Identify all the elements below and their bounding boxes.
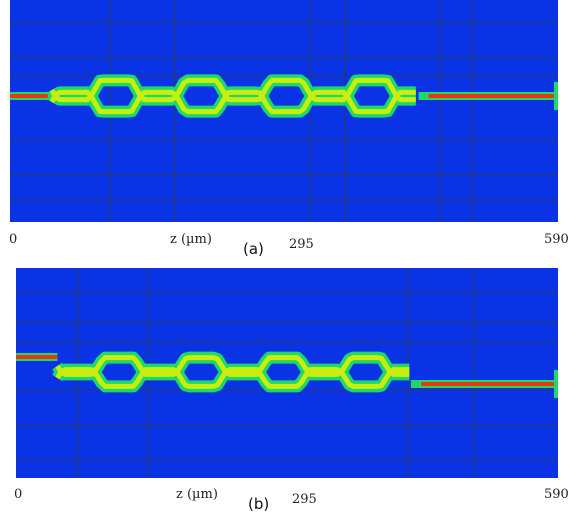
panel-b-output-facet	[554, 370, 558, 398]
panel-b-axis-label: z (µm)	[176, 487, 218, 502]
panel-a-mode-band-upper-core	[49, 77, 416, 103]
panel-b-output-beam-core	[421, 382, 554, 386]
panel-a-axis-label: z (µm)	[170, 232, 212, 247]
panel-a-input-beam-core	[10, 94, 52, 98]
panel-a-mode-band-lower-core	[49, 89, 416, 115]
panel-a-tick-0: 0	[9, 232, 18, 247]
panel-a-output-facet	[554, 82, 558, 110]
panel-b-label: (b)	[248, 495, 270, 513]
panel-b-mode-band-upper-core	[55, 355, 410, 377]
panel-b-input-beam-core	[16, 355, 58, 359]
panel-a-plot	[10, 0, 558, 222]
panel-a-label: (a)	[243, 240, 264, 258]
panel-b-tick-590: 590	[544, 487, 569, 502]
panel-a-tick-590: 590	[544, 232, 569, 247]
panel-b-tick-295: 295	[292, 492, 317, 507]
panel-a-tick-295: 295	[289, 237, 314, 252]
panel-b-plot	[16, 268, 558, 478]
panel-b-mode-band-lower-core	[55, 367, 410, 389]
panel-a-output-beam-core	[428, 94, 554, 98]
panel-b-background	[16, 268, 558, 478]
panel-b-tick-0: 0	[14, 487, 23, 502]
